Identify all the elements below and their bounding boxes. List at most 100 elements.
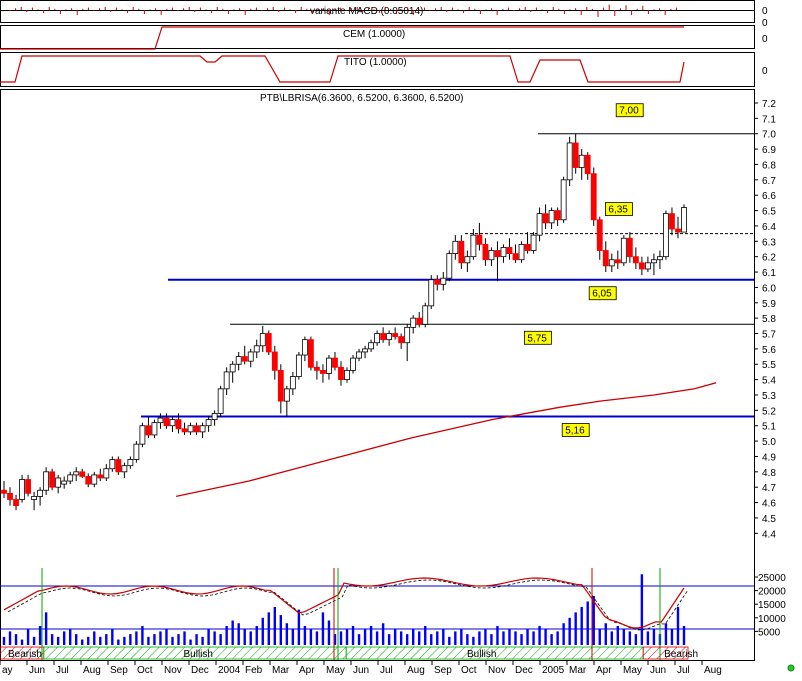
chart-title: PTB\LBRISA(6.3600, 6.5200, 6.3600, 6.520… xyxy=(260,93,463,104)
candle-body xyxy=(289,376,296,390)
candles-layer xyxy=(1,133,687,511)
candle xyxy=(638,256,645,276)
candle xyxy=(356,348,362,362)
level-label-text: 6,05 xyxy=(592,289,612,300)
candle-body xyxy=(380,333,387,341)
level-label-text: 7,00 xyxy=(619,106,639,117)
candle-body xyxy=(675,228,681,233)
x-tick-label: Dec xyxy=(515,665,533,676)
level-label-box xyxy=(561,423,590,437)
level-label-text: 5,16 xyxy=(565,426,585,437)
x-tick-label: Jul xyxy=(677,665,690,676)
candle xyxy=(151,419,158,439)
candle-body xyxy=(530,234,537,251)
y-tick-label: 5.4 xyxy=(762,376,776,387)
candle-body xyxy=(663,213,669,258)
macd-axis-label-bottom: 0 xyxy=(762,18,768,29)
candle xyxy=(229,361,236,383)
candle xyxy=(482,238,489,266)
x-tick-label: Aug xyxy=(704,665,722,676)
candle xyxy=(590,167,597,226)
candle xyxy=(380,327,387,343)
candle xyxy=(458,235,465,269)
candle xyxy=(626,232,633,263)
candle-body xyxy=(374,333,380,344)
x-tick-label: Feb xyxy=(245,665,263,676)
candle-body xyxy=(638,262,645,270)
candle-body xyxy=(620,237,627,264)
candle xyxy=(572,133,579,174)
y-tick-label: 5.3 xyxy=(762,391,776,402)
candle xyxy=(13,494,19,511)
candle-body xyxy=(301,339,308,356)
candle xyxy=(326,355,332,380)
candle-body xyxy=(49,471,56,488)
candle-body xyxy=(596,219,603,251)
price-y-axis: 4.4 4.5 4.6 4.7 4.8 4.9 5.0 5.1 5.2 5.3 5.4 5.5 5.6 5… xyxy=(754,99,776,540)
candle-body xyxy=(488,250,495,261)
candle-body xyxy=(578,154,585,168)
candle-body xyxy=(651,259,657,264)
candle-body xyxy=(79,471,86,477)
price-panel: PTB\LBRISA(6.3600, 6.5200, 6.3600, 6.520… xyxy=(1,93,776,540)
candle xyxy=(398,333,405,349)
candle-body xyxy=(494,250,501,258)
time-x-axis: ay Jun Jul Aug Sep Oct Nov Dec 2004 Feb Mar Apr May J… xyxy=(0,660,722,676)
y-tick-label: 4.4 xyxy=(762,529,776,540)
level-label-box xyxy=(615,103,644,118)
candle xyxy=(602,241,609,273)
candle-body xyxy=(428,279,435,307)
candle-body xyxy=(259,333,266,347)
candle xyxy=(506,238,513,260)
trend-label: Bearish xyxy=(664,649,698,660)
candle-body xyxy=(518,243,525,261)
y-tick-label: 5.6 xyxy=(762,345,776,356)
candle-body xyxy=(669,213,675,230)
candle-body xyxy=(350,357,356,371)
candle xyxy=(596,216,603,260)
candle xyxy=(133,441,140,463)
candle-body xyxy=(37,489,44,497)
oscillator-signal-line xyxy=(7,579,689,631)
candle-body xyxy=(608,259,615,267)
oscillator-line xyxy=(3,577,685,629)
level-labels: 7,00 6,35 6,05 5,75 5,16 xyxy=(524,103,644,437)
candle-body xyxy=(235,356,242,365)
candle xyxy=(157,413,164,429)
candle-body xyxy=(109,459,116,470)
candle-body xyxy=(85,476,92,485)
tito-line xyxy=(0,55,685,83)
candle-body xyxy=(7,492,13,500)
candle-body xyxy=(590,173,597,221)
candle-body xyxy=(524,243,531,251)
x-tick-label: Jun xyxy=(353,665,369,676)
y-tick-label: 6.2 xyxy=(762,253,776,264)
candle xyxy=(374,330,380,346)
y-tick-label: 7.2 xyxy=(762,99,776,110)
candle-body xyxy=(223,371,230,390)
candle-body xyxy=(61,480,68,485)
panel-frame xyxy=(0,0,755,23)
candle xyxy=(651,253,657,276)
x-tick-label: Oct xyxy=(461,665,477,676)
candle-body xyxy=(157,417,164,424)
level-label-text: 5,75 xyxy=(527,333,547,344)
candle xyxy=(524,232,531,254)
candle-body xyxy=(133,443,140,460)
candle xyxy=(79,468,86,478)
candle-body xyxy=(368,342,374,350)
candle xyxy=(632,247,639,269)
candle-body xyxy=(482,243,489,261)
level-label: 5,75 xyxy=(524,330,552,345)
candle xyxy=(211,410,218,426)
trend-bar: Bearish Bullish Bullish Bearish xyxy=(0,646,698,660)
candle xyxy=(464,250,471,273)
candle-body xyxy=(657,256,663,261)
candle xyxy=(55,474,62,494)
macd-label: variante MACD (0.05014) xyxy=(310,6,423,17)
panel-frame xyxy=(0,52,755,87)
level-label-box xyxy=(588,286,617,301)
x-tick-label: Mar xyxy=(272,665,290,676)
candle-body xyxy=(356,351,362,359)
candle xyxy=(253,339,260,359)
